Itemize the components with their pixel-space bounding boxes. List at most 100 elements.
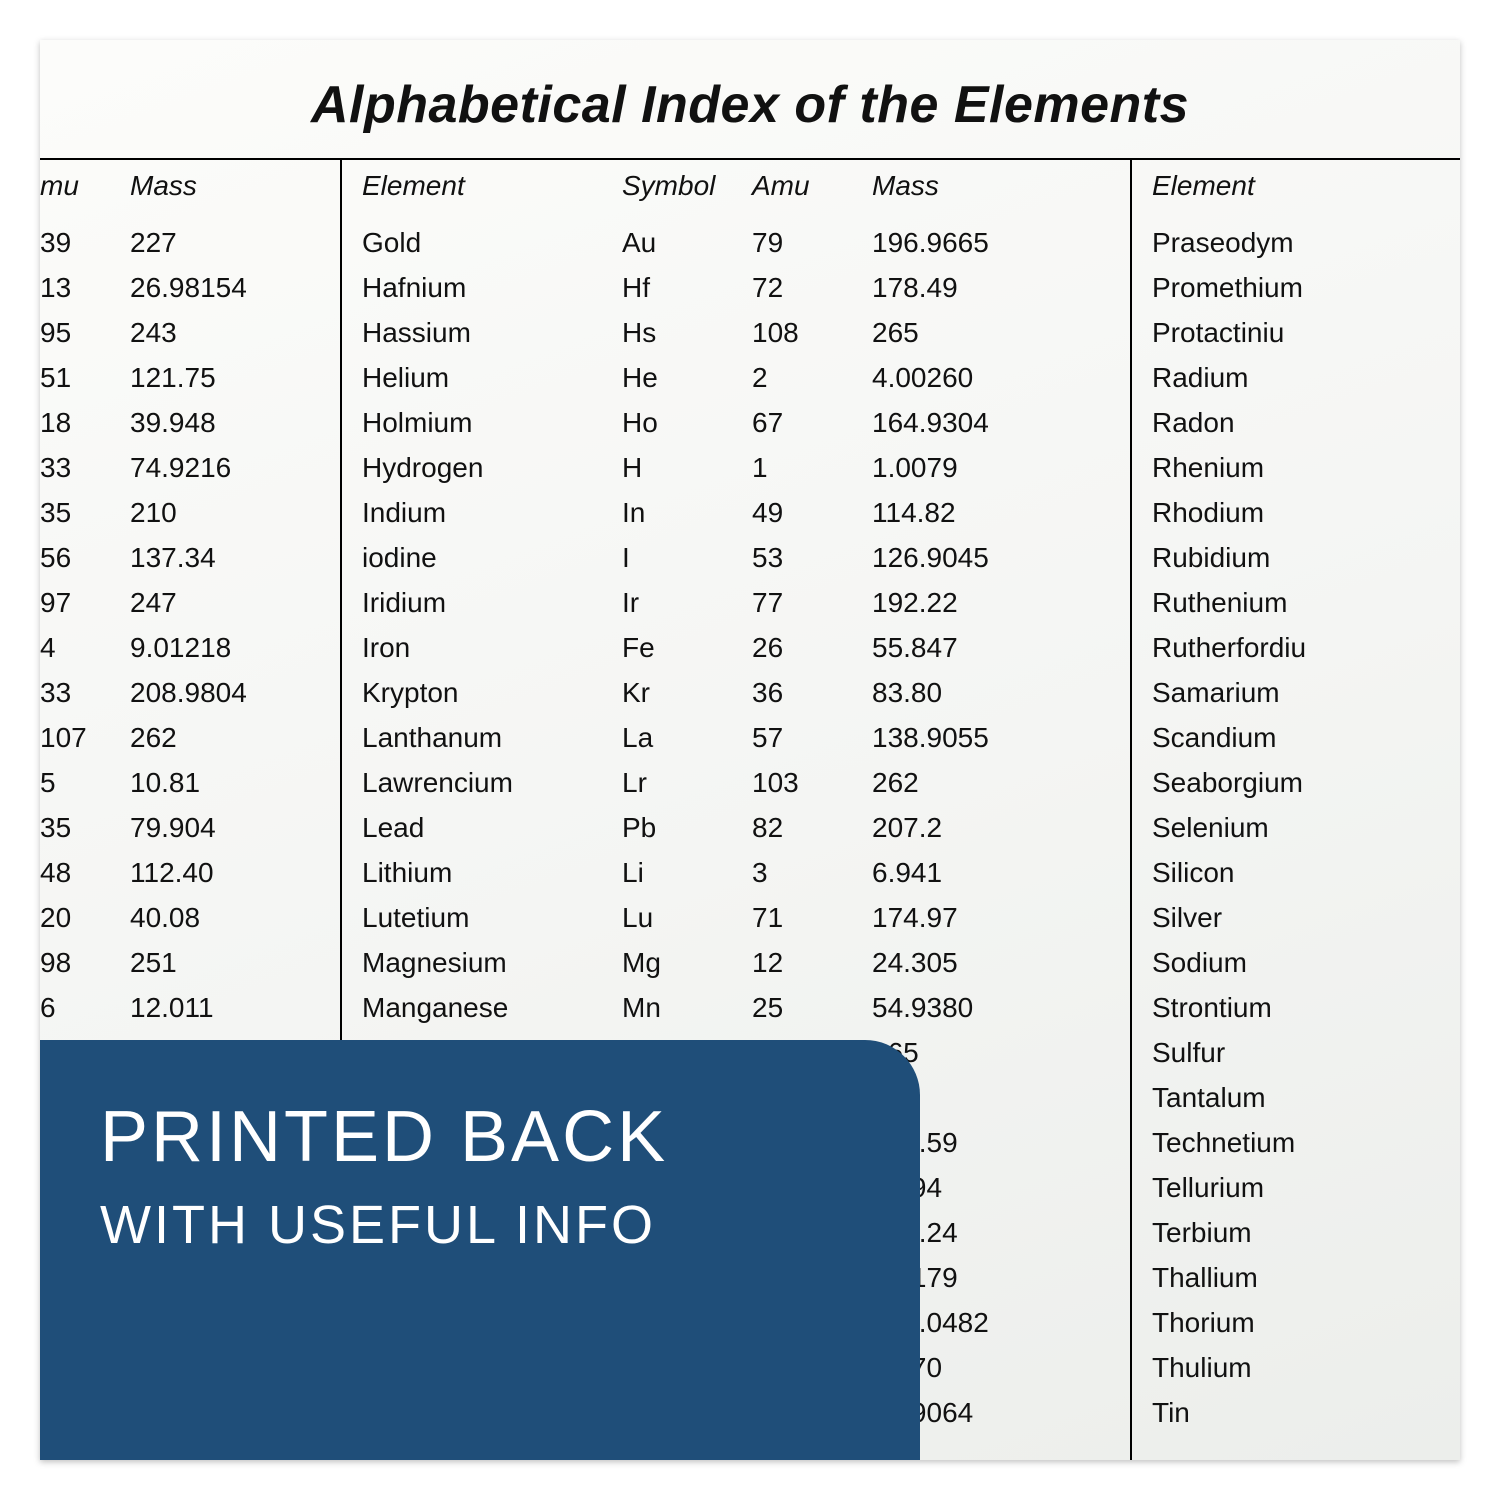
cell-mass: 79.904 [130, 805, 320, 850]
cell-symbol: He [622, 355, 752, 400]
cell-symbol: Hf [622, 265, 752, 310]
cell-mass: 121.75 [130, 355, 320, 400]
overlay-line2: WITH USEFUL INFO [100, 1194, 880, 1256]
cell-mass: 247 [130, 580, 320, 625]
table-row: 33208.9804 [40, 670, 320, 715]
table-row: Sulfur [1152, 1030, 1440, 1075]
cell-amu: 77 [752, 580, 872, 625]
table-row: Rutherfordiu [1152, 625, 1440, 670]
cell-element: Rutherfordiu [1152, 625, 1440, 670]
cell-mass: 114.82 [872, 490, 1110, 535]
cell-element: Iridium [362, 580, 622, 625]
cell-element: Rhodium [1152, 490, 1440, 535]
cell-mass: 74.9216 [130, 445, 320, 490]
cell-element: Selenium [1152, 805, 1440, 850]
table-row: LawrenciumLr103262 [362, 760, 1110, 805]
table-row: Thorium [1152, 1300, 1440, 1345]
table-row: GoldAu79196.9665 [362, 220, 1110, 265]
table-row: Sodium [1152, 940, 1440, 985]
cell-mass: 192.22 [872, 580, 1110, 625]
table-row: iodineI53126.9045 [362, 535, 1110, 580]
table-row: Promethium [1152, 265, 1440, 310]
cell-element: Promethium [1152, 265, 1440, 310]
table-row: 39227 [40, 220, 320, 265]
table-row: 612.011 [40, 985, 320, 1030]
cell-mass: 26.98154 [130, 265, 320, 310]
table-row: Tantalum [1152, 1075, 1440, 1120]
cell-amu: 71 [752, 895, 872, 940]
right-column: Element PraseodymPromethiumProtactiniuRa… [1130, 158, 1460, 1460]
table-row: HolmiumHo67164.9304 [362, 400, 1110, 445]
cell-element: Indium [362, 490, 622, 535]
table-row: IronFe2655.847 [362, 625, 1110, 670]
cell-amu: 51 [40, 355, 130, 400]
cell-mass: 178.49 [872, 265, 1110, 310]
table-row: IndiumIn49114.82 [362, 490, 1110, 535]
table-row: Rhenium [1152, 445, 1440, 490]
left-rows: 392271326.981549524351121.751839.9483374… [40, 220, 320, 1030]
cell-element: Tellurium [1152, 1165, 1440, 1210]
middle-header-row: Element Symbol Amu Mass [362, 170, 1110, 202]
table-row: Terbium [1152, 1210, 1440, 1255]
cell-amu: 13 [40, 265, 130, 310]
cell-symbol: Lr [622, 760, 752, 805]
cell-amu: 33 [40, 670, 130, 715]
cell-amu: 33 [40, 445, 130, 490]
cell-element: Sodium [1152, 940, 1440, 985]
cell-element: Silver [1152, 895, 1440, 940]
cell-element: Sulfur [1152, 1030, 1440, 1075]
cell-symbol: Hs [622, 310, 752, 355]
cell-element: Hassium [362, 310, 622, 355]
cell-element: Helium [362, 355, 622, 400]
table-row: Scandium [1152, 715, 1440, 760]
cell-amu: 82 [752, 805, 872, 850]
cell-amu: 3 [752, 850, 872, 895]
overlay-line1: PRINTED BACK [100, 1100, 880, 1176]
cell-element: Ruthenium [1152, 580, 1440, 625]
cell-element: Lanthanum [362, 715, 622, 760]
cell-element: Hafnium [362, 265, 622, 310]
table-row: 3374.9216 [40, 445, 320, 490]
cell-amu: 25 [752, 985, 872, 1030]
cell-symbol: Kr [622, 670, 752, 715]
table-row: 48112.40 [40, 850, 320, 895]
cell-amu: 53 [752, 535, 872, 580]
cell-mass: 164.9304 [872, 400, 1110, 445]
cell-amu: 49 [752, 490, 872, 535]
cell-element: Protactiniu [1152, 310, 1440, 355]
cell-mass: 10.81 [130, 760, 320, 805]
cell-symbol: H [622, 445, 752, 490]
cell-symbol: Li [622, 850, 752, 895]
table-row: Samarium [1152, 670, 1440, 715]
cell-mass: 208.9804 [130, 670, 320, 715]
table-row: 107262 [40, 715, 320, 760]
table-row: 35210 [40, 490, 320, 535]
reference-sheet: Alphabetical Index of the Elements mu Ma… [40, 40, 1460, 1460]
cell-amu: 1 [752, 445, 872, 490]
cell-mass: 1.0079 [872, 445, 1110, 490]
cell-mass: 54.9380 [872, 985, 1110, 1030]
cell-mass: 4.00260 [872, 355, 1110, 400]
table-row: LithiumLi36.941 [362, 850, 1110, 895]
cell-amu: 79 [752, 220, 872, 265]
cell-symbol: Mg [622, 940, 752, 985]
cell-mass: 55.847 [872, 625, 1110, 670]
cell-element: Strontium [1152, 985, 1440, 1030]
table-row: ManganeseMn2554.9380 [362, 985, 1110, 1030]
cell-symbol: La [622, 715, 752, 760]
table-row: 98251 [40, 940, 320, 985]
cell-symbol: Ir [622, 580, 752, 625]
cell-mass: 40.08 [130, 895, 320, 940]
table-row: Rhodium [1152, 490, 1440, 535]
table-row: Radon [1152, 400, 1440, 445]
middle-header-element: Element [362, 170, 622, 202]
table-row: 3579.904 [40, 805, 320, 850]
cell-mass: 138.9055 [872, 715, 1110, 760]
cell-mass: 262 [872, 760, 1110, 805]
table-row: Strontium [1152, 985, 1440, 1030]
cell-element: Krypton [362, 670, 622, 715]
table-row: Technetium [1152, 1120, 1440, 1165]
cell-amu: 39 [40, 220, 130, 265]
table-row: Seaborgium [1152, 760, 1440, 805]
cell-amu: 6 [40, 985, 130, 1030]
